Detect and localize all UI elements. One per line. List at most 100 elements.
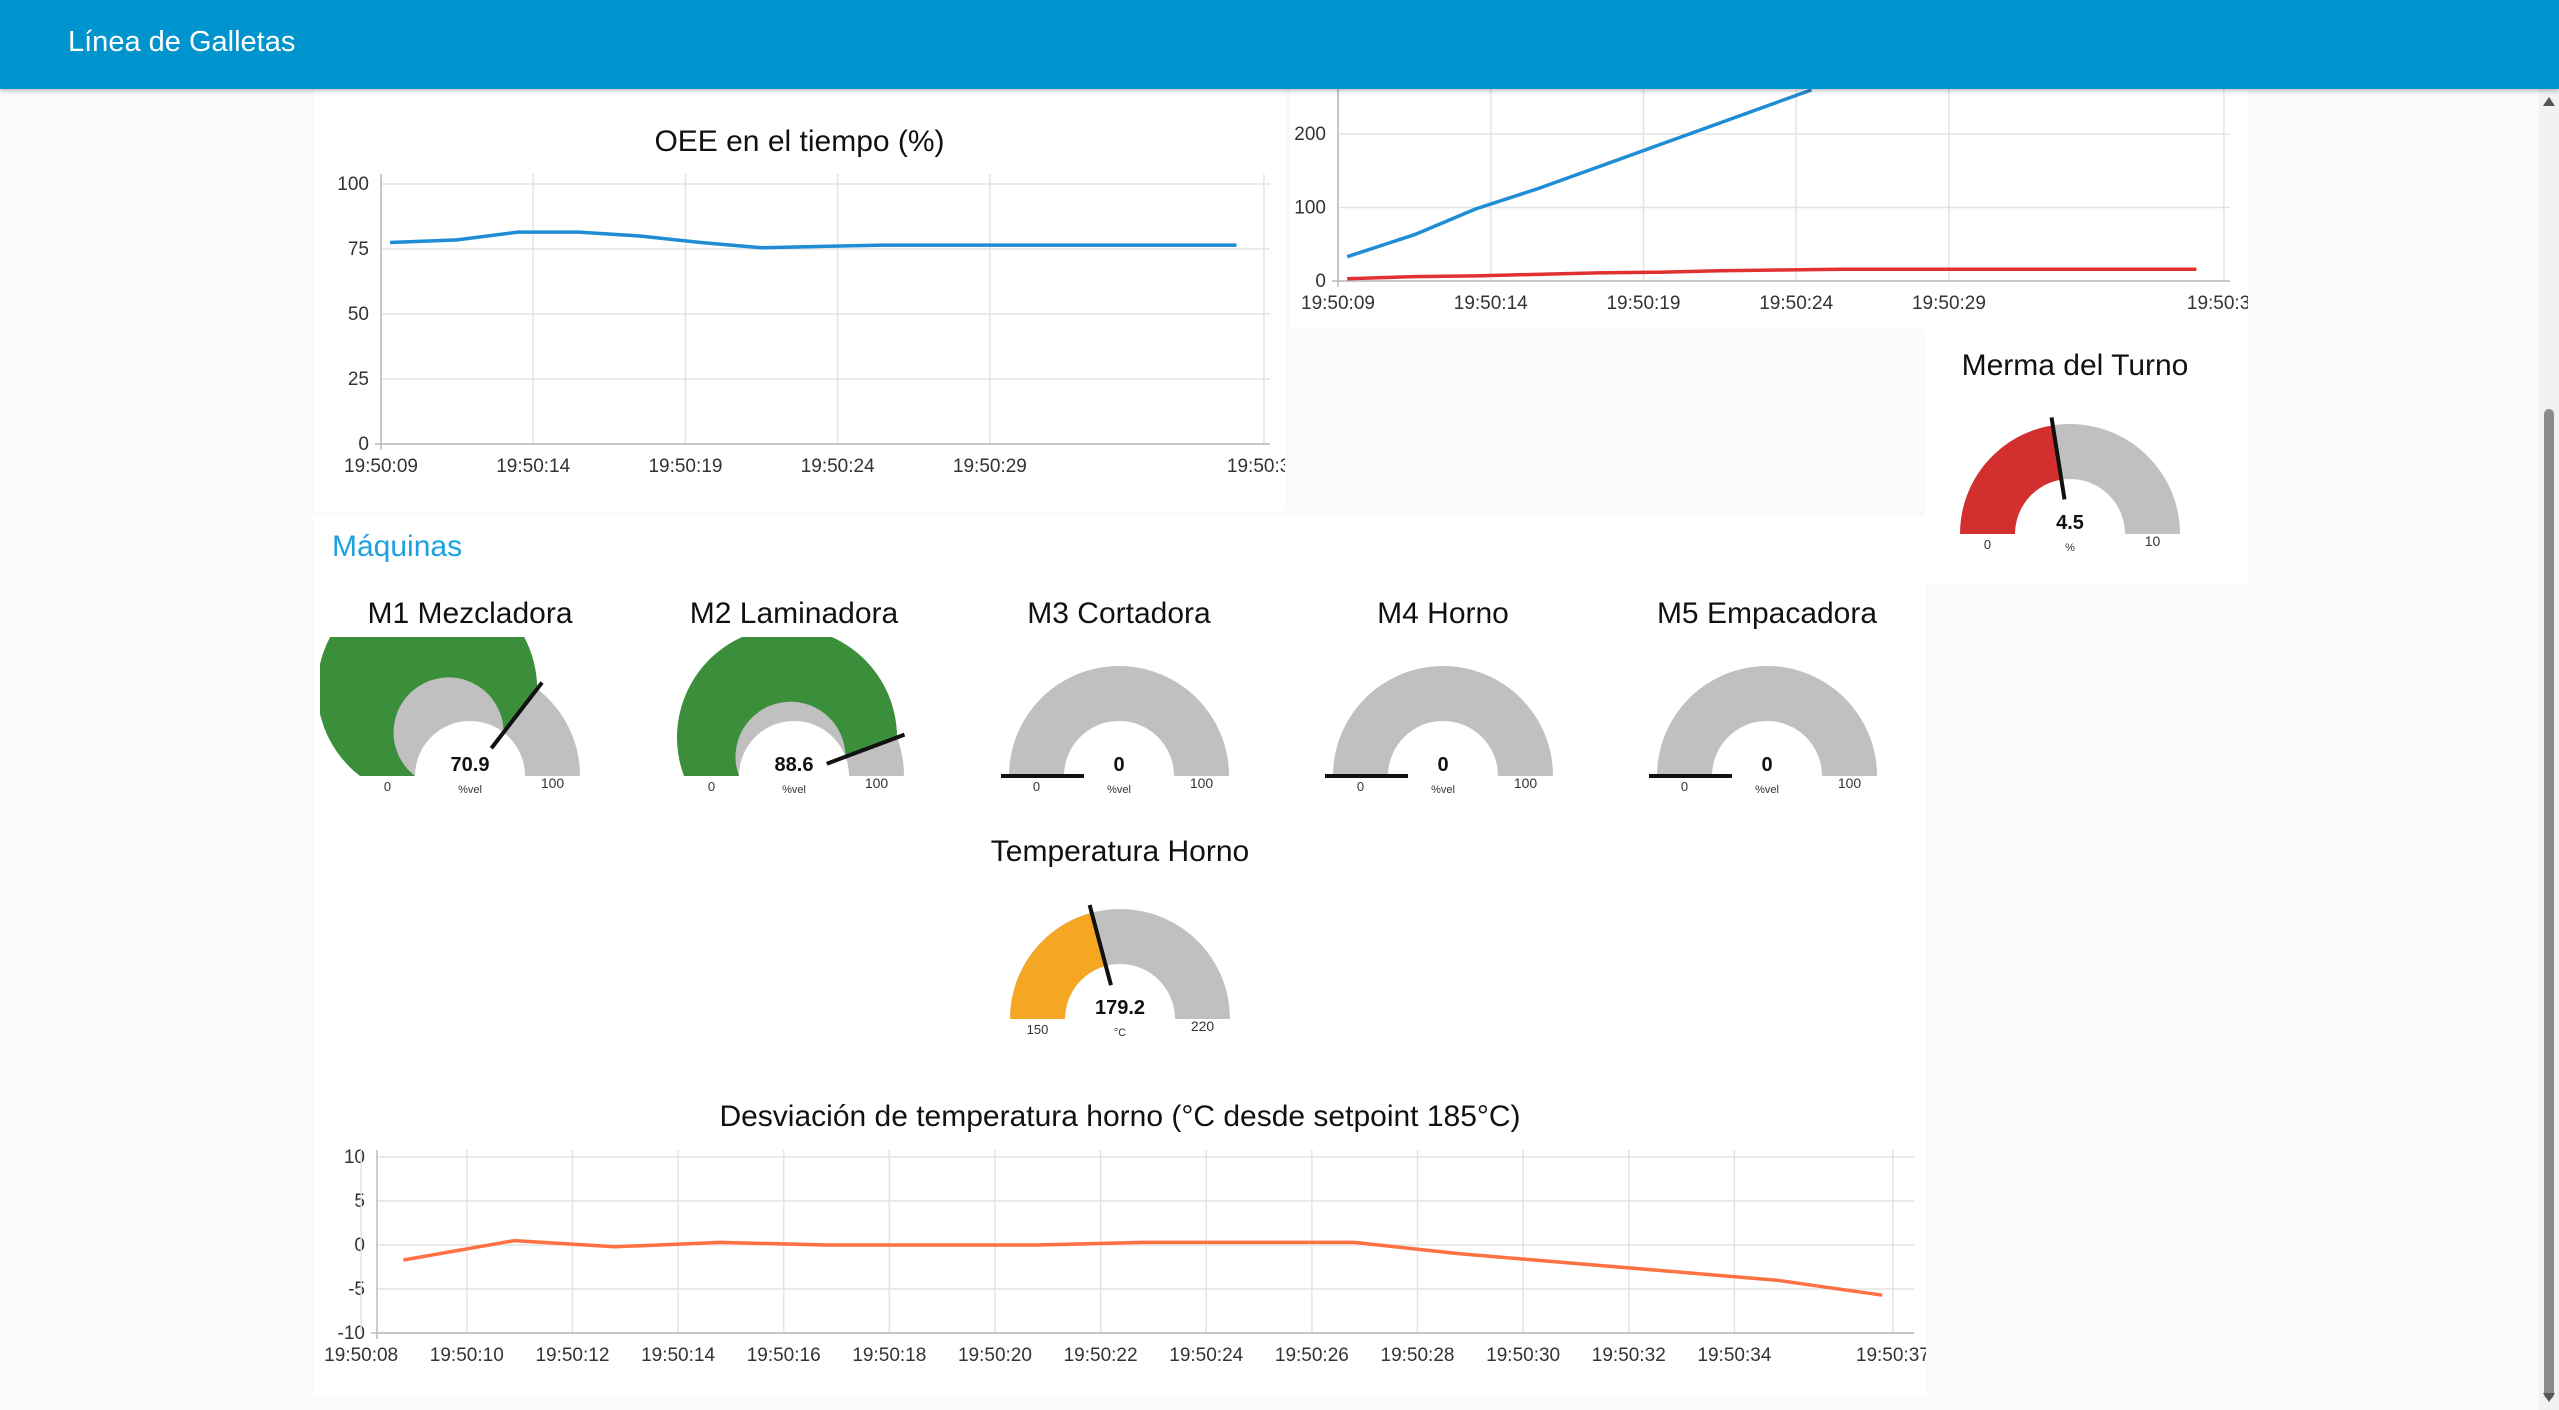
oee-y-tick-label: 50: [348, 304, 369, 325]
merma-gauge-dial: 4.5% 0 10: [1960, 417, 2180, 554]
page-scrollbar[interactable]: [2539, 89, 2559, 1410]
dev-x-tick-label: 19:50:08: [324, 1345, 398, 1366]
machine-gauge-unit: %vel: [1755, 784, 1779, 796]
machine-gauge-max: 100: [1514, 775, 1538, 791]
prod-x-tick-label: 19:50:09: [1301, 293, 1375, 314]
dev-y-tick-label: 0: [354, 1235, 365, 1256]
dev-y-tick-label: -10: [338, 1323, 365, 1344]
machine-gauge-dial: 0 %vel 0 100: [1001, 665, 1229, 796]
prod-x-tick-label: 19:50:19: [1606, 293, 1680, 314]
oven-gauge-value: 179.2: [1095, 997, 1145, 1019]
machine-gauge-needle: [489, 681, 544, 750]
deviation-chart-title: Desviación de temperatura horno (°C desd…: [719, 1100, 1521, 1133]
machine-gauge-unit: %vel: [458, 784, 482, 796]
top-bar: Línea de Galletas: [0, 0, 2559, 89]
machine-gauge-unit: %vel: [1107, 784, 1131, 796]
dev-x-tick-label: 19:50:18: [852, 1345, 926, 1366]
machine-gauge-dial: 70.9 %vel 0 100: [320, 637, 580, 796]
machine-gauge-title: M1 Mezcladora: [367, 597, 573, 630]
machine-gauge-track: [1657, 665, 1877, 776]
dev-x-tick-label: 19:50:14: [641, 1345, 715, 1366]
dev-x-tick-label: 19:50:20: [958, 1345, 1032, 1366]
oven-temp-gauge-dial: 179.2 °C 150 220: [1010, 904, 1230, 1039]
machines-group-title: Máquinas: [332, 530, 463, 563]
oven-gauge-needle: [1087, 904, 1113, 986]
oven-gauge-unit: °C: [1114, 1027, 1126, 1039]
prod-series-line: [1347, 267, 2197, 281]
machine-gauge-4: M4 Horno 0 %vel 0 100: [1293, 597, 1593, 817]
machine-gauge-unit: %vel: [782, 784, 806, 796]
machine-gauge-value: 0: [1113, 754, 1124, 776]
prod-x-tick-label: 19:50:24: [1759, 293, 1833, 314]
machine-gauge-3: M3 Cortadora 0 %vel 0 100: [969, 597, 1269, 817]
dev-x-tick-label: 19:50:34: [1697, 1345, 1771, 1366]
machine-gauge-5: M5 Empacadora 0 %vel 0 100: [1617, 597, 1917, 817]
machine-gauge-min: 0: [1033, 779, 1040, 794]
dev-x-tick-label: 19:50:10: [430, 1345, 504, 1366]
machine-gauge-title: M3 Cortadora: [1027, 597, 1211, 630]
scroll-up-arrow-icon[interactable]: [2543, 97, 2555, 106]
machine-gauge-title: M2 Laminadora: [689, 597, 899, 630]
dev-y-tick-label: -5: [348, 1279, 365, 1300]
dev-y-tick-label: 10: [344, 1147, 365, 1168]
merma-gauge-unit: %: [2065, 542, 2075, 554]
merma-gauge-needle: [2049, 417, 2067, 500]
dev-x-tick-label: 19:50:26: [1275, 1345, 1349, 1366]
machine-gauge-1: M1 Mezcladora 70.9 %vel 0 100: [320, 597, 620, 817]
machine-gauge-min: 0: [384, 779, 391, 794]
oee-chart: 100 75 50 25 019:50:09 19:50:14 19:50:19 19:50:…: [337, 174, 1285, 477]
machine-gauge-needle: [826, 732, 906, 766]
merma-gauge: Merma del Turno 4.5% 0 10: [1955, 349, 2195, 589]
machine-gauge-max: 100: [1838, 775, 1862, 791]
machine-gauge-fill: [677, 637, 898, 776]
prod-x-tick-label: 19:50:14: [1454, 293, 1528, 314]
machine-gauge-unit: %vel: [1431, 784, 1455, 796]
merma-gauge-min: 0: [1984, 537, 1991, 552]
prod-y-tick-label: 200: [1294, 124, 1326, 145]
machine-gauge-title: M5 Empacadora: [1656, 597, 1878, 630]
oee-x-tick-label: 19:50:19: [648, 456, 722, 477]
machine-gauge-max: 100: [1190, 775, 1214, 791]
machine-gauge-2: M2 Laminadora 88.6 %vel 0 100: [644, 597, 944, 817]
merma-gauge-title: Merma del Turno: [1961, 349, 2189, 382]
oven-gauge-fill: [1010, 912, 1106, 1019]
oee-x-tick-label: 19:50:24: [801, 456, 875, 477]
oee-chart-title: OEE en el tiempo (%): [654, 125, 945, 158]
dev-x-tick-label: 19:50:16: [747, 1345, 821, 1366]
scroll-thumb[interactable]: [2544, 409, 2554, 1399]
machine-gauge-dial: 0 %vel 0 100: [1325, 665, 1553, 796]
scroll-down-arrow-icon[interactable]: [2543, 1393, 2555, 1402]
prod-y-tick-label: 0: [1315, 271, 1326, 292]
prod-series-line: [1346, 89, 1813, 259]
machine-gauge-min: 0: [708, 779, 715, 794]
dev-x-tick-label: 19:50:12: [535, 1345, 609, 1366]
dev-x-tick-label: 19:50:28: [1381, 1345, 1455, 1366]
oee-y-tick-label: 25: [348, 369, 369, 390]
machine-gauge-value: 0: [1761, 754, 1772, 776]
oven-gauge-min: 150: [1027, 1022, 1049, 1037]
dev-x-tick-label: 19:50:22: [1064, 1345, 1138, 1366]
machine-gauge-track: [1333, 665, 1553, 776]
machine-gauge-title: M4 Horno: [1377, 597, 1509, 630]
dev-y-tick-label: 5: [354, 1191, 365, 1212]
merma-gauge-fill: [1960, 425, 2062, 534]
machine-gauge-value: 88.6: [775, 754, 814, 776]
dev-x-tick-label: 19:50:24: [1169, 1345, 1243, 1366]
machine-gauge-track: [1009, 665, 1229, 776]
app-title: Línea de Galletas: [68, 26, 296, 58]
dev-x-tick-label: 19:50:32: [1592, 1345, 1666, 1366]
prod-x-tick-label: 19:50:38: [2187, 293, 2248, 314]
oee-series-line: [390, 230, 1237, 250]
prod-x-tick-label: 19:50:29: [1912, 293, 1986, 314]
dev-x-tick-label: 19:50:30: [1486, 1345, 1560, 1366]
production-chart: 200 100 019:50:09 19:50:14 19:50:19 19:50:24 1…: [1294, 89, 2248, 314]
deviation-chart-card: Desviación de temperatura horno (°C desd…: [314, 1090, 1926, 1390]
machine-gauge-max: 100: [865, 775, 889, 791]
machine-gauge-min: 0: [1357, 779, 1364, 794]
oee-chart-card: OEE en el tiempo (%) 100 75 50 25 0 19:50:09 1…: [314, 89, 1285, 511]
machine-gauge-min: 0: [1681, 779, 1688, 794]
oee-x-tick-label: 19:50:38: [1227, 456, 1285, 477]
oee-x-tick-label: 19:50:09: [344, 456, 418, 477]
merma-gauge-max: 10: [2145, 533, 2161, 549]
